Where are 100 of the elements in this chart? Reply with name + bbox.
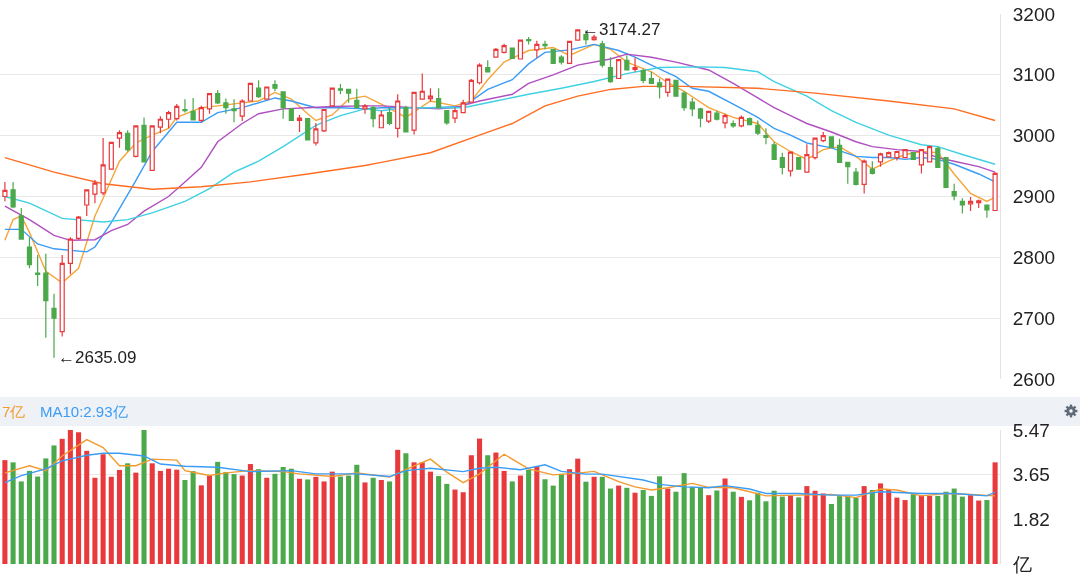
bar: [591, 476, 597, 564]
bar: [190, 471, 196, 564]
bar: [174, 469, 180, 564]
candlestick: [370, 105, 376, 128]
bar: [280, 466, 286, 564]
bar: [386, 481, 393, 564]
candlestick: [804, 143, 810, 173]
bar: [395, 449, 401, 564]
line-series: [4, 452, 996, 497]
candlestick: [108, 141, 114, 170]
candlestick: [730, 119, 736, 129]
bar: [992, 462, 998, 564]
bar: [133, 472, 139, 564]
text: 7亿: [2, 403, 26, 420]
candlestick: [255, 79, 262, 99]
candlestick: [616, 58, 622, 80]
y-tick-label: 1.82: [1012, 509, 1050, 531]
candlestick: [75, 215, 82, 241]
candlestick: [902, 148, 908, 159]
candlestick: [656, 77, 663, 100]
bar: [215, 461, 221, 564]
bar: [886, 489, 892, 564]
candlestick: [239, 98, 245, 122]
candlestick: [116, 129, 123, 149]
candlestick: [550, 48, 556, 65]
candlestick: [247, 82, 254, 102]
y-tick-label: 3100: [1012, 64, 1056, 86]
candlestick: [886, 150, 892, 159]
bar: [714, 490, 720, 564]
candlestick: [845, 161, 851, 185]
bar: [67, 430, 73, 564]
bar: [125, 463, 131, 564]
bar: [149, 463, 155, 564]
candlestick: [468, 78, 474, 104]
candlestick: [198, 105, 204, 123]
bar: [460, 492, 466, 564]
candlestick: [354, 88, 360, 109]
candlestick: [337, 83, 344, 95]
bar: [493, 452, 499, 564]
candlestick: [517, 38, 524, 60]
candlestick: [493, 47, 499, 58]
bar: [427, 471, 433, 564]
candlestick: [386, 107, 393, 126]
candlestick: [174, 103, 180, 122]
candlestick: [599, 40, 605, 69]
bar: [607, 488, 614, 564]
bar: [616, 485, 622, 564]
bar: [697, 487, 704, 564]
candlestick: [738, 114, 745, 128]
bar: [485, 455, 491, 564]
candlestick: [992, 171, 998, 212]
candlestick: [346, 88, 352, 104]
bar: [477, 438, 483, 564]
bar: [763, 501, 769, 564]
candlestick: [362, 103, 368, 115]
bar: [313, 476, 319, 564]
candlestick: [771, 141, 777, 160]
candlestick: [607, 56, 614, 84]
line-series: [4, 66, 996, 223]
bar: [624, 487, 630, 564]
candlestick: [264, 85, 270, 101]
bar: [959, 496, 965, 564]
bar: [902, 500, 908, 564]
line-series: [4, 85, 996, 190]
bar: [779, 496, 785, 564]
bar: [984, 500, 990, 564]
bar: [509, 481, 515, 564]
bar: [845, 495, 851, 564]
bar: [747, 500, 753, 564]
candlestick: [476, 62, 483, 86]
candlestick: [26, 236, 33, 269]
bar: [853, 497, 859, 564]
candlestick: [959, 197, 965, 215]
candlestick: [419, 73, 425, 100]
bar: [877, 483, 884, 564]
candlestick: [534, 40, 540, 59]
bar: [796, 497, 802, 564]
bar: [18, 481, 24, 564]
candlestick: [296, 114, 303, 133]
bar: [648, 495, 654, 564]
y-tick-label: 2600: [1012, 368, 1056, 390]
candlestick: [272, 79, 278, 92]
candlestick: [673, 79, 679, 98]
bar: [575, 458, 581, 564]
bar: [51, 445, 57, 564]
candlestick: [894, 150, 900, 162]
candlestick: [542, 40, 548, 50]
candlestick: [632, 57, 638, 73]
candlestick: [779, 152, 785, 176]
candlestick: [452, 107, 458, 124]
candlestick: [321, 108, 327, 133]
candlestick: [165, 110, 172, 129]
y-tick-label: 5.47: [1012, 419, 1050, 441]
bar: [706, 495, 712, 564]
bar: [738, 496, 744, 564]
candlestick: [395, 93, 401, 139]
candlestick: [67, 236, 73, 275]
bar: [976, 500, 982, 564]
bar: [2, 460, 8, 564]
bar: [951, 488, 957, 564]
